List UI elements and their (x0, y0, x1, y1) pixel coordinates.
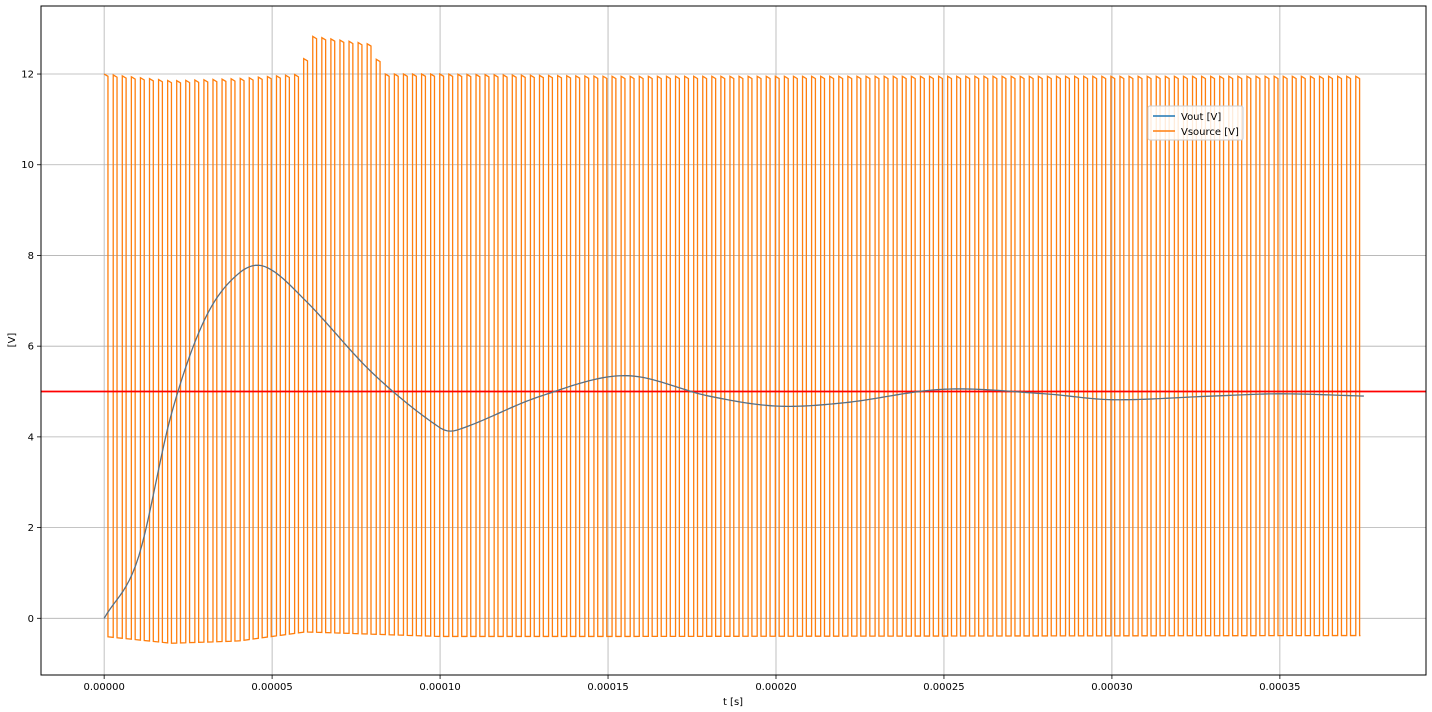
y-tick-label: 2 (28, 523, 34, 534)
x-tick-label: 0.00005 (251, 682, 292, 693)
series-vout-line (103, 264, 1364, 619)
y-tick-label: 10 (21, 160, 34, 171)
x-tick-label: 0.00010 (419, 682, 460, 693)
y-tick-label: 0 (28, 614, 34, 625)
x-tick-label: 0.00025 (923, 682, 964, 693)
x-tick-label: 0.00030 (1091, 682, 1132, 693)
legend-label-vsource: Vsource [V] (1181, 127, 1239, 138)
y-tick-label: 6 (28, 342, 34, 353)
x-axis-label: t [s] (723, 697, 743, 708)
y-axis-label: [V] (7, 333, 18, 348)
x-tick-label: 0.00000 (83, 682, 124, 693)
plot-area (41, 35, 1426, 644)
legend: Vout [V] Vsource [V] (1147, 105, 1244, 141)
y-tick-label: 12 (21, 70, 34, 81)
series-vsource-line (103, 35, 1361, 644)
y-tick-label: 4 (28, 432, 34, 443)
y-tick-label: 8 (28, 251, 34, 262)
x-tick-label: 0.00015 (587, 682, 628, 693)
axes-frame (40, 5, 1427, 676)
axes: 0.00000 0.00005 0.00010 0.00015 0.00020 0.000… (21, 70, 1300, 693)
legend-label-vout: Vout [V] (1181, 112, 1221, 123)
x-tick-label: 0.00035 (1259, 682, 1300, 693)
x-tick-label: 0.00020 (755, 682, 796, 693)
